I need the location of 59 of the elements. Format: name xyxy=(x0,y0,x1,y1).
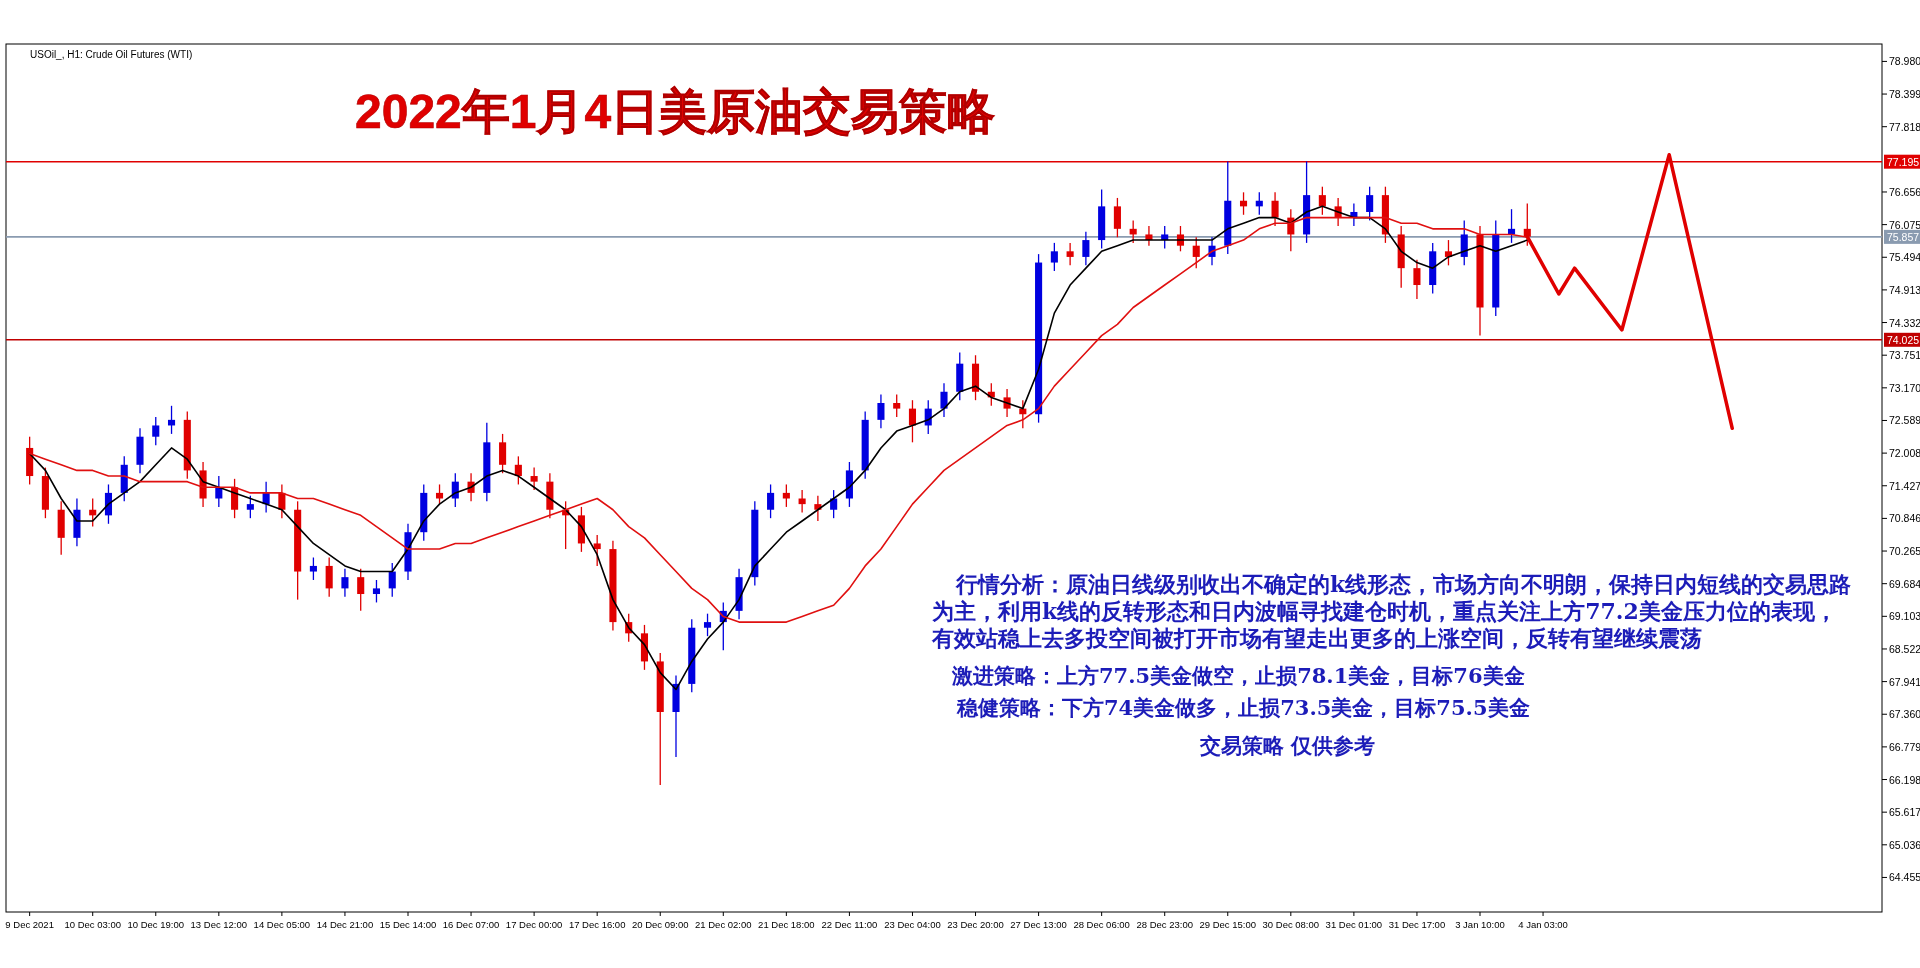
x-tick-label: 15 Dec 14:00 xyxy=(379,919,437,930)
x-tick-label: 28 Dec 23:00 xyxy=(1136,919,1193,930)
annotation: 行情分析：原油日线级别收出不确定的k线形态，市场方向不明朗，保持日内短线的交易思路为主，利用k线的反转形态和日内波幅寻找建仓时机，重点关注上方77.2美金压力位的表现，有效站稳上去多投空间被打开市场有望走出更多的上涨空间，反转有望继续震荡 xyxy=(931,571,1852,651)
y-tick-label: 72.589 xyxy=(1889,414,1920,427)
y-tick-label: 67.941 xyxy=(1889,675,1920,688)
y-tick-label: 78.980 xyxy=(1889,55,1920,68)
y-tick-label: 65.617 xyxy=(1889,806,1920,819)
y-tick-label: 72.008 xyxy=(1889,447,1920,460)
y-tick-label: 76.656 xyxy=(1889,185,1920,198)
x-tick-label: 10 Dec 19:00 xyxy=(127,919,185,930)
y-tick-label: 64.455 xyxy=(1889,871,1920,884)
x-tick-label: 29 Dec 15:00 xyxy=(1199,919,1257,930)
x-tick-label: 9 Dec 2021 xyxy=(5,919,54,930)
x-tick-label: 31 Dec 01:00 xyxy=(1325,919,1383,930)
text: 2022年1月4日美原油交易策略 xyxy=(355,85,996,138)
y-tick-label: 69.684 xyxy=(1889,577,1920,590)
x-tick-label: 21 Dec 02:00 xyxy=(695,919,752,930)
ref-line-label: 75.857 xyxy=(1887,230,1920,243)
y-tick-label: 65.036 xyxy=(1889,838,1920,851)
x-tick-label: 31 Dec 17:00 xyxy=(1388,919,1446,930)
ref-line-label: 74.025 xyxy=(1887,333,1920,346)
annotation: 稳健策略：下方74美金做多，止损73.5美金，目标75.5美金 xyxy=(956,695,1530,720)
y-tick-label: 78.399 xyxy=(1889,88,1920,101)
x-tick-label: 14 Dec 05:00 xyxy=(253,919,311,930)
x-tick-label: 30 Dec 08:00 xyxy=(1262,919,1320,930)
y-tick-label: 74.332 xyxy=(1889,316,1920,329)
y-tick-label: 70.846 xyxy=(1889,512,1920,525)
x-tick-label: 10 Dec 03:00 xyxy=(64,919,121,930)
ref-line-label: 77.195 xyxy=(1887,155,1920,168)
y-tick-label: 66.198 xyxy=(1889,773,1920,786)
x-tick-label: 27 Dec 13:00 xyxy=(1010,919,1067,930)
x-tick-label: 23 Dec 04:00 xyxy=(884,919,941,930)
y-tick-label: 68.522 xyxy=(1889,642,1920,655)
annotation: 激进策略：上方77.5美金做空，止损78.1美金，目标76美金 xyxy=(951,663,1525,688)
text: USOil_, H1: Crude Oil Futures (WTI) xyxy=(30,49,193,60)
y-tick-label: 74.913 xyxy=(1889,283,1920,296)
x-tick-label: 16 Dec 07:00 xyxy=(442,919,500,930)
y-tick-label: 75.494 xyxy=(1889,251,1920,264)
y-tick-label: 67.360 xyxy=(1889,708,1920,721)
y-tick-label: 71.427 xyxy=(1889,479,1920,492)
x-tick-label: 3 Jan 10:00 xyxy=(1455,919,1505,930)
x-tick-label: 20 Dec 09:00 xyxy=(631,919,689,930)
y-tick-label: 66.779 xyxy=(1889,740,1920,753)
y-tick-label: 73.751 xyxy=(1889,349,1920,362)
x-tick-label: 14 Dec 21:00 xyxy=(316,919,374,930)
x-tick-label: 17 Dec 00:00 xyxy=(505,919,563,930)
y-tick-label: 70.265 xyxy=(1889,545,1920,558)
x-tick-label: 13 Dec 12:00 xyxy=(190,919,248,930)
x-tick-label: 17 Dec 16:00 xyxy=(568,919,626,930)
x-tick-label: 4 Jan 03:00 xyxy=(1518,919,1568,930)
annotation: 交易策略 仅供参考 xyxy=(1199,733,1376,758)
x-tick-label: 23 Dec 20:00 xyxy=(947,919,1004,930)
x-tick-label: 28 Dec 06:00 xyxy=(1073,919,1130,930)
y-tick-label: 77.818 xyxy=(1889,120,1920,133)
x-tick-label: 21 Dec 18:00 xyxy=(758,919,815,930)
y-tick-label: 69.103 xyxy=(1889,610,1920,623)
y-tick-label: 73.170 xyxy=(1889,381,1920,394)
y-tick-label: 76.075 xyxy=(1889,218,1920,231)
x-tick-label: 22 Dec 11:00 xyxy=(821,919,878,930)
